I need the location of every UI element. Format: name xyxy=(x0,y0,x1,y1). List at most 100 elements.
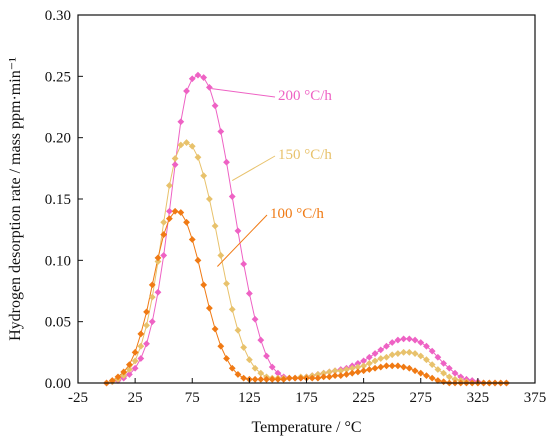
data-point xyxy=(343,366,350,373)
y-axis: 0.00 0.05 0.10 0.15 0.20 0.25 0.30 xyxy=(45,8,83,392)
data-point xyxy=(240,374,248,382)
data-point xyxy=(234,371,242,378)
data-point xyxy=(354,359,362,367)
data-point xyxy=(126,371,133,378)
fit-line-200-c-h xyxy=(106,74,507,384)
data-point xyxy=(177,209,185,216)
data-point xyxy=(228,306,236,313)
data-point xyxy=(365,359,373,367)
data-point xyxy=(268,375,276,383)
data-point xyxy=(400,348,408,356)
x-tick-label: 325 xyxy=(467,390,490,406)
data-point xyxy=(411,336,419,344)
data-point xyxy=(428,347,436,355)
data-point xyxy=(183,139,190,146)
data-point xyxy=(228,364,236,372)
data-point xyxy=(234,227,242,235)
x-tick-label: 125 xyxy=(238,390,261,406)
data-point xyxy=(194,71,202,79)
data-point xyxy=(137,330,145,338)
data-point xyxy=(308,374,316,382)
data-point xyxy=(131,364,139,372)
data-point xyxy=(188,75,196,83)
data-point xyxy=(417,339,425,346)
data-point xyxy=(257,336,265,344)
data-point xyxy=(223,355,230,362)
data-point xyxy=(131,348,139,356)
data-point xyxy=(371,364,379,372)
y-tick-label: 0.00 xyxy=(45,376,71,392)
data-point xyxy=(188,236,196,243)
annotation-leader xyxy=(231,155,276,182)
data-point xyxy=(354,368,362,376)
data-point xyxy=(434,366,442,373)
data-point xyxy=(183,87,190,95)
fit-lines xyxy=(106,74,507,384)
annotation-label: 150 °C/h xyxy=(278,147,332,163)
data-point xyxy=(394,336,402,344)
data-point xyxy=(148,281,156,289)
data-point xyxy=(234,326,242,334)
data-point xyxy=(148,318,156,326)
data-point xyxy=(405,348,413,356)
data-point xyxy=(251,375,259,383)
data-point xyxy=(411,367,419,375)
data-point xyxy=(383,342,390,350)
data-point xyxy=(325,368,333,376)
y-axis-title: Hydrogen desorption rate / mass ppm·min⁻… xyxy=(7,57,24,341)
data-point xyxy=(148,293,156,301)
data-point xyxy=(445,364,453,372)
data-point xyxy=(166,215,173,223)
data-point xyxy=(285,374,293,382)
annotation-label: 200 °C/h xyxy=(278,88,332,104)
data-point xyxy=(394,362,402,370)
data-point xyxy=(251,315,259,323)
data-point xyxy=(280,375,288,383)
data-point xyxy=(171,155,179,162)
data-point xyxy=(365,366,373,373)
data-point xyxy=(171,161,179,169)
data-point xyxy=(274,369,282,377)
annotation-leader xyxy=(211,88,276,98)
data-point xyxy=(314,371,322,378)
data-point xyxy=(428,361,436,368)
data-point xyxy=(400,335,408,343)
data-point xyxy=(428,374,436,382)
fit-line-150-c-h xyxy=(106,142,507,384)
data-point xyxy=(240,344,248,351)
data-point xyxy=(205,195,213,203)
data-point xyxy=(371,350,379,357)
x-tick-label: -25 xyxy=(68,390,88,406)
data-point xyxy=(417,352,425,360)
data-point xyxy=(331,367,339,375)
data-point xyxy=(108,377,116,384)
data-point xyxy=(245,356,253,364)
data-point xyxy=(268,363,276,371)
data-point xyxy=(171,207,179,215)
series-100-c-h xyxy=(103,207,510,387)
x-tick-label: 25 xyxy=(128,390,143,406)
data-point xyxy=(377,346,385,354)
data-point xyxy=(400,363,408,371)
data-point xyxy=(126,361,133,368)
data-point xyxy=(240,260,248,268)
data-point xyxy=(360,357,368,365)
data-point xyxy=(383,362,390,370)
data-point xyxy=(337,372,345,380)
data-point xyxy=(217,342,225,350)
data-point xyxy=(166,182,173,189)
data-point xyxy=(388,362,396,370)
data-point xyxy=(434,353,442,361)
data-point xyxy=(194,153,202,161)
data-point xyxy=(217,252,225,259)
data-point xyxy=(177,118,185,126)
data-point xyxy=(143,308,150,316)
data-point xyxy=(211,325,219,333)
data-point xyxy=(263,352,270,360)
data-point xyxy=(440,378,447,386)
data-point xyxy=(200,172,208,180)
data-point xyxy=(445,373,453,381)
data-point xyxy=(423,372,430,380)
x-tick-label: 175 xyxy=(295,390,318,406)
